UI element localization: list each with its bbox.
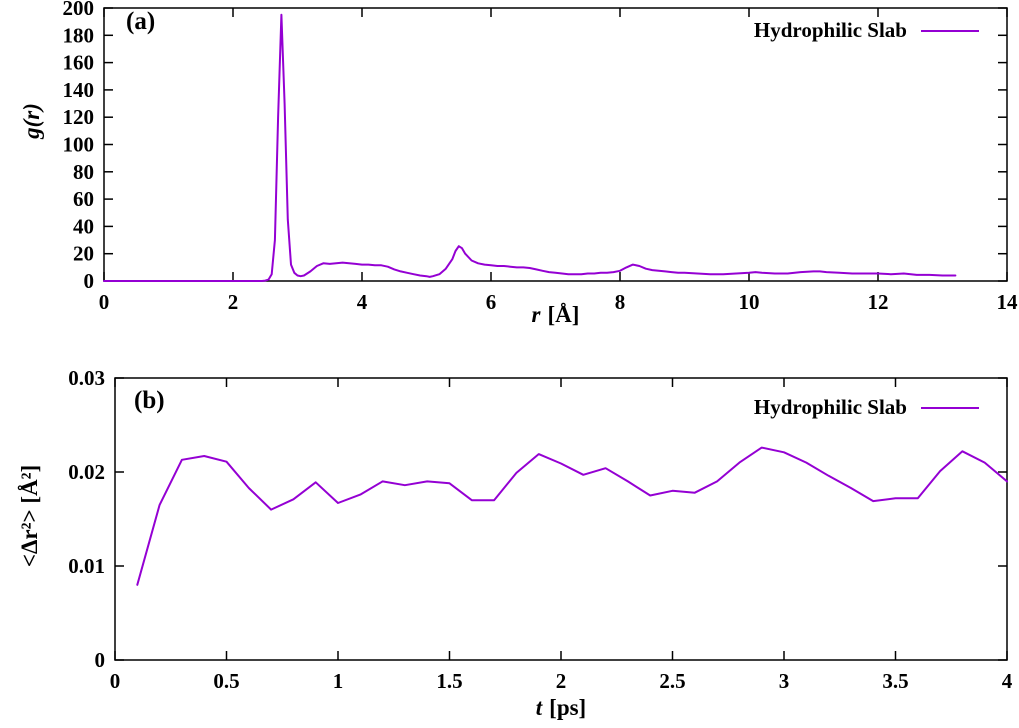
y-tick-label: 0 <box>84 269 95 293</box>
y-tick-label: 40 <box>73 214 94 238</box>
y-tick-label: 80 <box>73 160 94 184</box>
x-tick-label: 10 <box>739 290 760 314</box>
y-tick-label: 120 <box>63 105 95 129</box>
panel-b-label: (b) <box>134 387 165 414</box>
legend-b-label: Hydrophilic Slab <box>753 395 907 419</box>
y-tick-label: 60 <box>73 187 94 211</box>
x-axis-label-b: t [ps] <box>115 695 1007 721</box>
x-tick-label: 0.5 <box>213 669 239 693</box>
legend-a-label: Hydrophilic Slab <box>753 18 907 42</box>
y-tick-label: 0.01 <box>68 554 105 578</box>
plot-b-canvas: 0 0.5 1 1.5 2 2.5 3 3.5 4 0 0.01 0.02 0.03 <box>68 366 1013 693</box>
y-tick-label: 160 <box>63 51 95 75</box>
y-axis-label-b: <Δr²> [Å²] <box>17 464 42 568</box>
x-axis-label-a: r [Å] <box>104 302 1007 328</box>
x-tick-label: 12 <box>868 290 889 314</box>
x-tick-label: 0 <box>99 290 110 314</box>
y-axis-label-a: g(r) <box>19 103 44 139</box>
x-tick-label: 6 <box>486 290 497 314</box>
x-tick-label: 0 <box>110 669 121 693</box>
x-tick-label: 14 <box>997 290 1019 314</box>
plot-border <box>103 7 1008 282</box>
y-tick-label: 100 <box>63 133 95 157</box>
x-tick-label: 1 <box>333 669 344 693</box>
x-tick-label: 2 <box>556 669 567 693</box>
data-line <box>136 446 1008 586</box>
x-axis-variable-a: r <box>531 302 541 327</box>
plot-border <box>114 377 1008 661</box>
x-tick-label: 4 <box>1002 669 1013 693</box>
x-tick-label: 2 <box>228 290 239 314</box>
x-tick-label: 3 <box>779 669 790 693</box>
x-tick-label: 2.5 <box>659 669 685 693</box>
y-tick-label: 20 <box>73 242 94 266</box>
y-tick-label: 140 <box>63 78 95 102</box>
y-tick-label: 200 <box>63 0 95 20</box>
legend-a: Hydrophilic Slab <box>754 18 979 43</box>
chart-panel-b: 0 0.5 1 1.5 2 2.5 3 3.5 4 0 0.01 0.02 0.03 (b) Hydro… <box>0 345 1019 728</box>
y-tick-label: 0 <box>95 648 106 672</box>
x-axis-variable-b: t <box>535 695 543 720</box>
legend-b-line-sample <box>921 406 979 409</box>
x-tick-label: 4 <box>357 290 368 314</box>
x-tick-label: 1.5 <box>436 669 462 693</box>
data-line <box>103 13 957 282</box>
y-tick-label: 0.02 <box>68 460 105 484</box>
x-axis-unit-b: [ps] <box>549 695 587 720</box>
x-axis-unit-a: [Å] <box>547 302 580 327</box>
x-tick-label: 3.5 <box>882 669 908 693</box>
legend-a-line-sample <box>921 29 979 32</box>
y-tick-label: 0.03 <box>68 366 105 390</box>
panel-a-label: (a) <box>126 8 156 35</box>
legend-b: Hydrophilic Slab <box>754 395 979 420</box>
y-tick-label: 180 <box>63 23 95 47</box>
chart-panel-a: 0 2 4 6 8 10 12 14 0 20 40 60 80 100 120 140 160 180 200 (… <box>0 0 1019 345</box>
x-tick-label: 8 <box>615 290 626 314</box>
